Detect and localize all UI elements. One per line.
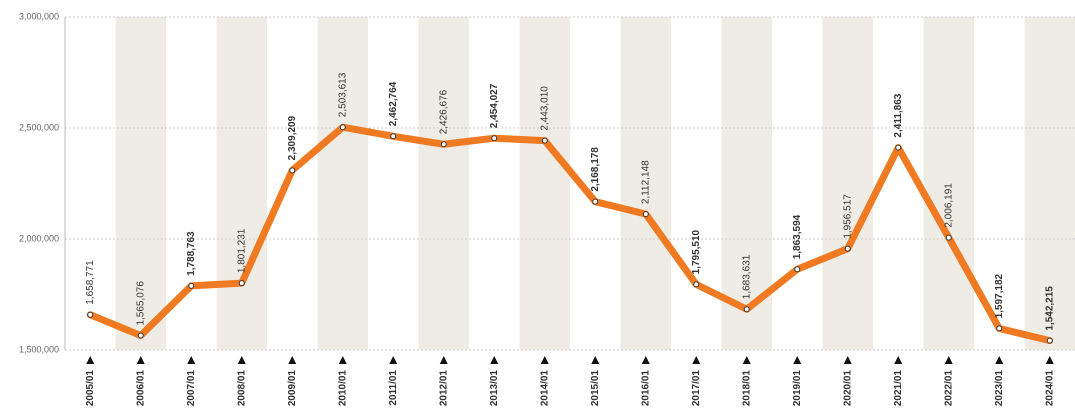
- data-label: 1,565,076: [135, 281, 146, 326]
- x-tick-marker: [793, 356, 802, 364]
- column-shade: [1024, 17, 1075, 350]
- y-tick-label: 3,000,000: [19, 11, 59, 21]
- point: [289, 167, 296, 174]
- point: [945, 234, 952, 241]
- data-label: 2,112,148: [640, 160, 651, 204]
- data-label: 1,597,182: [994, 273, 1005, 318]
- point: [238, 280, 245, 287]
- x-tick-marker: [894, 356, 903, 364]
- x-tick-label: 2020/01: [842, 370, 853, 407]
- data-label: 1,863,594: [792, 214, 803, 259]
- x-tick-marker: [86, 356, 95, 364]
- point: [1046, 337, 1053, 344]
- data-label: 2,503,613: [337, 72, 348, 117]
- point: [390, 133, 397, 140]
- x-tick-label: 2022/01: [943, 370, 954, 407]
- x-tick-marker: [1045, 356, 1054, 364]
- x-tick-marker: [843, 356, 852, 364]
- column-shade: [317, 17, 368, 350]
- column-shade: [519, 17, 570, 350]
- data-label: 2,309,209: [287, 115, 298, 160]
- x-tick-label: 2011/01: [388, 370, 399, 406]
- column-shade: [620, 17, 671, 350]
- point: [339, 124, 346, 131]
- x-tick-label: 2018/01: [741, 370, 752, 407]
- x-tick-label: 2007/01: [186, 370, 197, 407]
- y-tick-label: 2,000,000: [19, 233, 59, 243]
- column-shade: [822, 17, 873, 350]
- point: [188, 282, 195, 289]
- x-tick-label: 2024/01: [1044, 370, 1055, 407]
- data-label: 2,006,191: [943, 183, 954, 228]
- x-tick-label: 2015/01: [590, 370, 601, 407]
- point: [794, 266, 801, 273]
- data-label: 2,462,764: [388, 81, 399, 126]
- column-shade: [115, 17, 166, 350]
- x-tick-label: 2012/01: [438, 370, 449, 407]
- x-tick-label: 2013/01: [489, 370, 500, 407]
- y-tick-label: 2,500,000: [19, 122, 59, 132]
- point: [693, 281, 700, 288]
- x-tick-marker: [540, 356, 549, 364]
- x-tick-marker: [187, 356, 196, 364]
- x-tick-label: 2014/01: [539, 370, 550, 407]
- x-tick-marker: [490, 356, 499, 364]
- point: [87, 311, 94, 318]
- x-tick-label: 2016/01: [640, 370, 651, 407]
- x-tick-marker: [237, 356, 246, 364]
- point: [440, 141, 447, 148]
- x-tick-label: 2017/01: [691, 370, 702, 407]
- x-tick-label: 2010/01: [337, 370, 348, 407]
- data-label: 1,788,763: [186, 231, 197, 276]
- data-label: 2,443,010: [539, 86, 550, 131]
- x-tick-marker: [742, 356, 751, 364]
- point: [541, 137, 548, 144]
- data-label: 1,683,631: [741, 254, 752, 299]
- data-label: 1,542,215: [1044, 286, 1055, 331]
- point: [592, 198, 599, 205]
- x-tick-marker: [136, 356, 145, 364]
- x-tick-marker: [641, 356, 650, 364]
- x-tick-label: 2009/01: [287, 370, 298, 407]
- x-tick-marker: [338, 356, 347, 364]
- data-label: 1,956,517: [842, 194, 853, 239]
- point: [642, 211, 649, 218]
- x-tick-label: 2008/01: [236, 370, 247, 407]
- data-label: 1,795,510: [691, 229, 702, 274]
- x-tick-marker: [944, 356, 953, 364]
- data-label: 1,658,771: [85, 260, 96, 305]
- x-tick-marker: [692, 356, 701, 364]
- data-label: 1,801,231: [236, 228, 247, 273]
- y-tick-label: 1,500,000: [19, 344, 59, 354]
- line: [86, 123, 1054, 345]
- x-tick-marker: [995, 356, 1004, 364]
- point: [743, 306, 750, 313]
- column-shade: [418, 17, 469, 350]
- x-tick-label: 2023/01: [994, 370, 1005, 407]
- x-tick-label: 2006/01: [135, 370, 146, 407]
- point: [491, 135, 498, 142]
- data-label: 2,411,863: [893, 93, 904, 137]
- point: [996, 325, 1003, 332]
- data-label: 2,426,676: [438, 89, 449, 134]
- point: [137, 332, 144, 339]
- x-tick-marker: [389, 356, 398, 364]
- column-shade: [923, 17, 974, 350]
- x-tick-marker: [288, 356, 297, 364]
- column-shade: [216, 17, 267, 350]
- x-tick-label: 2021/01: [893, 370, 904, 407]
- data-label: 2,454,027: [489, 83, 500, 128]
- x-tick-marker: [439, 356, 448, 364]
- point: [895, 144, 902, 151]
- x-tick-marker: [591, 356, 600, 364]
- point: [844, 245, 851, 252]
- data-label: 2,168,178: [590, 147, 601, 192]
- x-tick-label: 2005/01: [85, 370, 96, 407]
- x-tick-label: 2019/01: [792, 370, 803, 407]
